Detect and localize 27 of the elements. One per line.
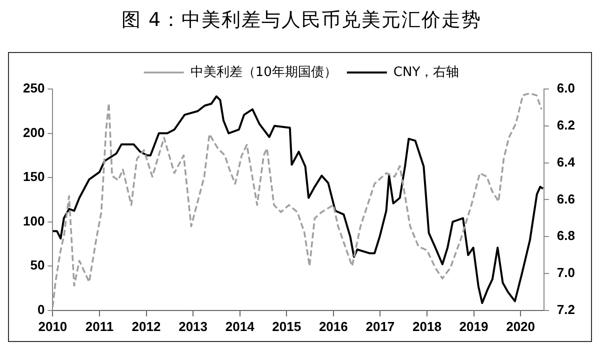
x-tick-label: 2020 <box>506 318 535 334</box>
chart-title: 图 4：中美利差与人民币兑美元汇价走势 <box>120 8 483 33</box>
x-tick-label: 2013 <box>178 318 208 334</box>
x-tick-label: 2010 <box>38 318 68 334</box>
legend-label: CNY，右轴 <box>393 64 460 80</box>
y-tick-label: 0 <box>37 302 45 317</box>
y-tick-label: 50 <box>30 258 45 273</box>
y-tick-label: 200 <box>22 124 45 140</box>
x-tick-label: 2018 <box>412 318 442 334</box>
legend-label: 中美利差（10年期国债） <box>190 64 337 80</box>
x-tick-label: 2011 <box>85 318 114 334</box>
x-tick-label: 2016 <box>318 318 348 334</box>
y-tick-label: 250 <box>22 80 45 96</box>
y2-tick-label: 7.2 <box>556 302 576 317</box>
y2-tick-label: 7.0 <box>556 265 576 280</box>
y2-tick-label: 6.8 <box>556 228 576 244</box>
y-tick-label: 150 <box>22 169 45 184</box>
x-tick-label: 2017 <box>366 318 395 334</box>
x-tick-label: 2012 <box>132 318 161 334</box>
y2-tick-label: 6.6 <box>556 191 576 206</box>
y2-tick-label: 6.4 <box>556 154 576 170</box>
x-tick-label: 2015 <box>272 318 302 334</box>
x-tick-label: 2019 <box>459 318 488 334</box>
y2-tick-label: 6.0 <box>556 80 576 96</box>
y2-tick-label: 6.2 <box>556 117 576 132</box>
x-tick-label: 2014 <box>225 318 256 334</box>
y-tick-label: 100 <box>22 213 45 228</box>
